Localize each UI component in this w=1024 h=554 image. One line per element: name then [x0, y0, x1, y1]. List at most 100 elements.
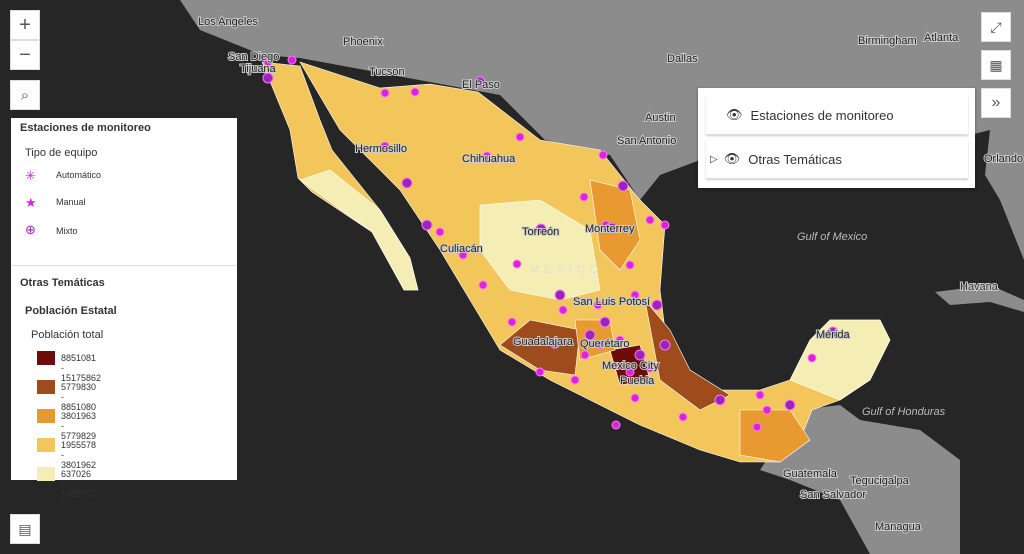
- legend-item: Mixto: [56, 226, 78, 236]
- station-marker[interactable]: [598, 150, 608, 160]
- map-label: El Paso: [462, 79, 500, 91]
- station-marker[interactable]: [401, 177, 413, 189]
- station-marker[interactable]: [474, 76, 486, 88]
- station-marker[interactable]: [584, 329, 596, 341]
- station-marker[interactable]: [549, 337, 561, 349]
- station-marker[interactable]: [580, 350, 590, 360]
- map-label: Orlando: [984, 153, 1023, 165]
- station-marker[interactable]: [630, 393, 640, 403]
- land-usa: [180, 0, 1024, 260]
- symbol: ★: [25, 195, 37, 210]
- station-marker[interactable]: [634, 349, 646, 361]
- zoom-in[interactable]: +: [10, 10, 40, 40]
- station-marker[interactable]: [515, 132, 525, 142]
- map-label: Hermosillo: [355, 143, 407, 155]
- station-marker[interactable]: [262, 72, 274, 84]
- station-marker[interactable]: [611, 420, 621, 430]
- station-marker[interactable]: [558, 305, 568, 315]
- station-marker[interactable]: [410, 87, 420, 97]
- station-marker[interactable]: [599, 316, 611, 328]
- station-marker[interactable]: [625, 367, 635, 377]
- map-label: MEXICO: [530, 264, 603, 276]
- fullscreen[interactable]: ⤢: [981, 12, 1011, 42]
- layer-name: Otras Temáticas: [748, 151, 842, 167]
- legend-title: Estaciones de monitoreo: [20, 122, 151, 134]
- station-marker[interactable]: [659, 339, 671, 351]
- map-label: Gulf of Honduras: [862, 406, 946, 418]
- map-label: Havana: [960, 281, 999, 293]
- map-label: Guadalajara: [513, 336, 574, 348]
- station-marker[interactable]: [807, 353, 817, 363]
- class-label: 5779830 - 8851080: [61, 382, 97, 412]
- station-marker[interactable]: [625, 260, 635, 270]
- station-marker[interactable]: [380, 141, 390, 151]
- class-label: 3801963 - 5779829: [61, 411, 97, 441]
- station-marker[interactable]: [593, 300, 603, 310]
- divider: [11, 265, 237, 266]
- map-label: Monterrey: [585, 223, 635, 235]
- map-label: Guatemala: [783, 468, 838, 480]
- station-marker[interactable]: [651, 299, 663, 311]
- zoom-out[interactable]: −: [10, 40, 40, 70]
- map-label: San Luis Potosí: [573, 296, 650, 308]
- station-marker[interactable]: [535, 367, 545, 377]
- station-marker[interactable]: [507, 317, 517, 327]
- station-marker[interactable]: [579, 192, 589, 202]
- station-marker[interactable]: [287, 55, 297, 65]
- station-marker[interactable]: [714, 394, 726, 406]
- station-marker[interactable]: [478, 280, 488, 290]
- station-marker[interactable]: [263, 57, 273, 67]
- station-marker[interactable]: [630, 290, 640, 300]
- search[interactable]: ⌕: [10, 80, 40, 110]
- map-label: San Antonio: [617, 135, 676, 147]
- map-label: Los Angeles: [198, 16, 258, 28]
- map-label: Querétaro: [580, 338, 630, 350]
- map-label: San Diego: [228, 51, 279, 63]
- station-marker[interactable]: [784, 399, 796, 411]
- layer-row[interactable]: 👁 Estaciones de monitoreo: [706, 96, 968, 135]
- map-label: Puebla: [620, 375, 655, 387]
- station-marker[interactable]: [755, 390, 765, 400]
- class-swatch: [37, 438, 55, 452]
- station-marker[interactable]: [615, 335, 625, 345]
- station-marker[interactable]: [482, 151, 492, 161]
- sublayer-title: Población Estatal: [25, 305, 117, 317]
- class-swatch: [37, 351, 55, 365]
- layer-row[interactable]: ▷ 👁 Otras Temáticas: [706, 140, 968, 179]
- station-marker[interactable]: [645, 363, 655, 373]
- station-marker[interactable]: [512, 259, 522, 269]
- station-marker[interactable]: [554, 289, 566, 301]
- station-marker[interactable]: [535, 223, 547, 235]
- collapse-panel[interactable]: »: [981, 88, 1011, 118]
- station-marker[interactable]: [570, 375, 580, 385]
- map-label: Managua: [875, 521, 922, 533]
- station-marker[interactable]: [660, 220, 670, 230]
- class-label: 1955578 - 3801962: [61, 440, 97, 470]
- station-marker[interactable]: [595, 340, 605, 350]
- basemap[interactable]: ▦: [981, 50, 1011, 80]
- legend-item: Manual: [56, 197, 86, 207]
- class-swatch: [37, 409, 55, 423]
- symbol: ✳: [25, 168, 36, 183]
- station-marker[interactable]: [827, 326, 839, 338]
- station-marker[interactable]: [617, 180, 629, 192]
- land-cuba: [935, 285, 1024, 312]
- station-marker[interactable]: [762, 405, 772, 415]
- station-marker[interactable]: [380, 88, 390, 98]
- station-marker[interactable]: [645, 215, 655, 225]
- station-marker[interactable]: [606, 222, 618, 234]
- station-marker[interactable]: [435, 227, 445, 237]
- legend-field: Población total: [31, 329, 104, 341]
- station-marker[interactable]: [458, 250, 468, 260]
- land-central-america: [760, 405, 960, 554]
- station-marker[interactable]: [421, 219, 433, 231]
- table-button[interactable]: ▤: [10, 514, 40, 544]
- station-marker[interactable]: [752, 422, 762, 432]
- station-marker[interactable]: [678, 412, 688, 422]
- map-label: Tucson: [369, 66, 405, 78]
- map-label: Culiacán: [440, 243, 483, 255]
- map-label: Mexico City: [602, 360, 659, 372]
- map-label: Chihuahua: [462, 153, 516, 165]
- class-swatch: [37, 380, 55, 394]
